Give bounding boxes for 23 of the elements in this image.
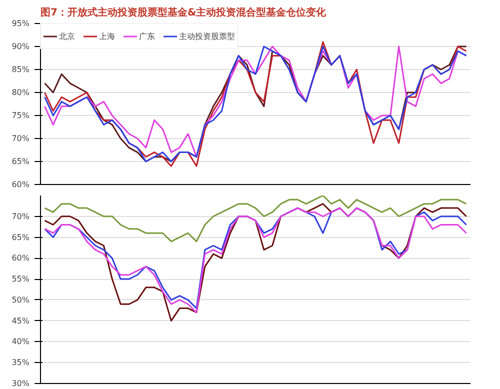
chart-title: 图7：开放式主动投资股票型基金&主动投资混合型基金仓位变化 — [40, 6, 328, 18]
legend-label: 上海 — [99, 30, 116, 42]
y-tick-label: 75% — [12, 111, 30, 120]
legend-label: 主动投资股票型 — [179, 30, 235, 42]
legend-label: 北京 — [59, 30, 76, 42]
y-tick-label: 30% — [12, 379, 30, 388]
y-tick-label: 95% — [12, 19, 30, 28]
y-tick-label: 65% — [12, 232, 30, 242]
line-series — [44, 196, 468, 242]
y-tick-label: 70% — [12, 134, 30, 143]
y-tick-label: 50% — [12, 295, 30, 304]
y-tick-label: 85% — [12, 65, 30, 74]
y-tick-label: 45% — [12, 316, 30, 326]
y-tick-label: 70% — [12, 212, 30, 221]
y-tick-label: 35% — [12, 358, 30, 368]
y-tick-label: 90% — [12, 42, 30, 51]
y-tick-label: 80% — [12, 88, 30, 97]
y-tick-label: 55% — [12, 274, 30, 284]
legend-label: 广东 — [139, 30, 156, 42]
y-tick-label: 65% — [12, 157, 30, 166]
y-tick-label: 60% — [12, 254, 30, 263]
y-tick-label: 40% — [12, 337, 30, 346]
y-tick-label: 60% — [12, 180, 30, 189]
